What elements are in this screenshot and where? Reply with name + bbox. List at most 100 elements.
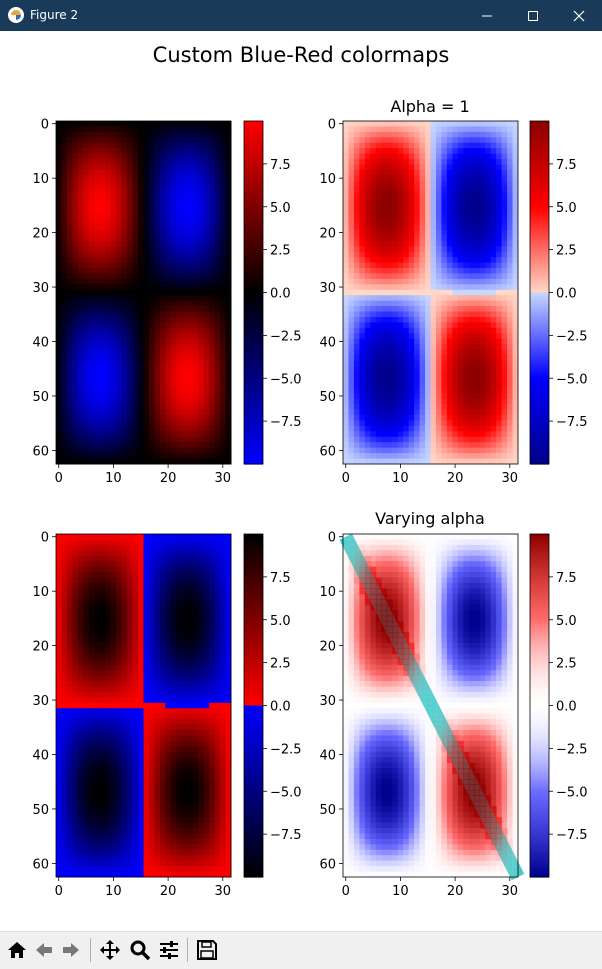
heatmap-cell (89, 181, 95, 187)
heatmap-cell (100, 545, 106, 551)
heatmap-cell (343, 366, 349, 372)
heatmap-cell (425, 159, 431, 165)
heatmap-cell (441, 203, 447, 209)
heatmap-cell (171, 572, 177, 578)
heatmap-cell (176, 186, 182, 192)
heatmap-cell (154, 159, 160, 165)
heatmap-cell (94, 605, 100, 611)
heatmap-cell (469, 208, 475, 214)
heatmap-cell (61, 306, 67, 312)
heatmap-cell (458, 192, 464, 198)
heatmap-cell (111, 132, 117, 138)
heatmap-cell (100, 410, 106, 416)
heatmap-cell (138, 583, 144, 589)
heatmap-cell (376, 230, 382, 236)
heatmap-cell (127, 572, 133, 578)
heatmap-cell (447, 137, 453, 143)
heatmap-cell (414, 159, 420, 165)
heatmap-cell (491, 273, 497, 279)
heatmap-cell (376, 404, 382, 410)
heatmap-cell (458, 181, 464, 187)
heatmap-cell (83, 448, 89, 454)
heatmap-cell (67, 137, 73, 143)
heatmap-cell (89, 126, 95, 132)
heatmap-cell (480, 263, 486, 269)
heatmap-cell (452, 306, 458, 312)
heatmap-cell (187, 126, 193, 132)
heatmap-cell (409, 333, 415, 339)
heatmap-cell (56, 312, 62, 318)
heatmap-cell (496, 295, 502, 301)
heatmap-cell (376, 143, 382, 149)
heatmap-cell (507, 273, 513, 279)
heatmap-cell (376, 350, 382, 356)
heatmap-cell (127, 224, 133, 230)
heatmap-cell (387, 344, 393, 350)
heatmap-cell (420, 170, 426, 176)
heatmap-cell (447, 290, 453, 296)
heatmap-cell (94, 170, 100, 176)
heatmap-cell (72, 350, 78, 356)
heatmap-cell (111, 610, 117, 616)
heatmap-cell (116, 279, 122, 285)
heatmap-cell (354, 273, 360, 279)
heatmap-cell (127, 588, 133, 594)
heatmap-cell (392, 328, 398, 334)
heatmap-cell (138, 616, 144, 622)
heatmap-cell (78, 599, 84, 605)
heatmap-cell (209, 159, 215, 165)
heatmap-cell (144, 366, 150, 372)
heatmap-cell (502, 148, 508, 154)
heatmap-cell (122, 170, 128, 176)
heatmap-cell (176, 235, 182, 241)
heatmap-cell (154, 126, 160, 132)
heatmap-cell (425, 404, 431, 410)
heatmap-cell (452, 132, 458, 138)
heatmap-cell (436, 219, 442, 225)
heatmap-cell (359, 279, 365, 285)
heatmap-cell (381, 410, 387, 416)
heatmap-cell (100, 567, 106, 573)
heatmap-cell (209, 181, 215, 187)
heatmap-cell (431, 388, 437, 394)
heatmap-cell (100, 170, 106, 176)
heatmap-cell (376, 393, 382, 399)
heatmap-cell (100, 605, 106, 611)
heatmap-cell (144, 339, 150, 345)
heatmap-cell (359, 126, 365, 132)
heatmap-cell (359, 339, 365, 345)
heatmap-cell (485, 388, 491, 394)
heatmap-cell (441, 339, 447, 345)
heatmap-cell (94, 578, 100, 584)
heatmap-cell (154, 393, 160, 399)
heatmap-cell (376, 219, 382, 225)
heatmap-cell (171, 339, 177, 345)
heatmap-cell (398, 453, 404, 459)
heatmap-cell (491, 382, 497, 388)
heatmap-cell (171, 350, 177, 356)
heatmap-cell (474, 301, 480, 307)
heatmap-cell (193, 301, 199, 307)
heatmap-cell (144, 170, 150, 176)
heatmap-cell (398, 322, 404, 328)
heatmap-cell (100, 610, 106, 616)
heatmap-cell (193, 208, 199, 214)
heatmap-cell (209, 317, 215, 323)
heatmap-cell (409, 214, 415, 220)
heatmap-cell (171, 610, 177, 616)
heatmap-cell (204, 333, 210, 339)
heatmap-cell (480, 230, 486, 236)
heatmap-cell (463, 448, 469, 454)
heatmap-cell (72, 561, 78, 567)
heatmap-cell (149, 219, 155, 225)
heatmap-cell (392, 355, 398, 361)
heatmap-cell (507, 263, 513, 269)
heatmap-cell (441, 404, 447, 410)
heatmap-cell (72, 159, 78, 165)
heatmap-cell (72, 599, 78, 605)
heatmap-cell (89, 306, 95, 312)
